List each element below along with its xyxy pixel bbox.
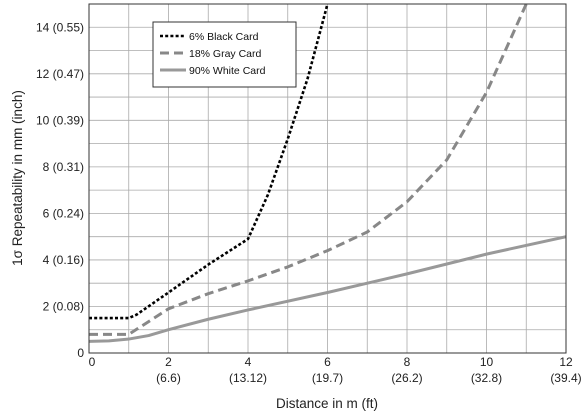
- y-tick-label: 14 (0.55): [36, 20, 84, 34]
- series-line-3: [89, 235, 566, 343]
- x-tick-sublabel: (13.12): [229, 371, 267, 385]
- x-tick-label: 2: [165, 355, 172, 369]
- x-tick-label: 8: [404, 355, 411, 369]
- x-tick-label: 10: [480, 355, 494, 369]
- y-axis-label: 1σ Repeatability in mm (inch): [10, 90, 25, 266]
- legend: 6% Black Card 18% Gray Card 90% White Card: [152, 21, 297, 88]
- x-tick-sublabel: (19.7): [312, 371, 343, 385]
- x-tick-label: 6: [324, 355, 331, 369]
- x-axis-label: Distance in m (ft): [276, 396, 378, 411]
- y-tick-label: 0: [77, 346, 84, 360]
- series-line-1: [89, 4, 329, 320]
- x-tick-label: 0: [89, 355, 96, 369]
- y-tick-label: 6 (0.24): [43, 206, 84, 220]
- series-line-2: [89, 4, 528, 336]
- series-layer: [89, 4, 566, 343]
- y-tick-label: 12 (0.47): [36, 67, 84, 81]
- y-tick-label: 4 (0.16): [43, 253, 84, 267]
- x-tick-sublabel: (39.4): [550, 371, 581, 385]
- legend-label-1: 6% Black Card: [189, 31, 259, 43]
- x-tick-label: 12: [559, 355, 573, 369]
- x-tick-sublabel: (26.2): [391, 371, 422, 385]
- x-tick-sublabel: (6.6): [156, 371, 181, 385]
- legend-label-3: 90% White Card: [189, 65, 266, 77]
- legend-label-2: 18% Gray Card: [189, 48, 262, 60]
- y-tick-label: 8 (0.31): [43, 160, 84, 174]
- y-tick-label: 2 (0.08): [43, 299, 84, 313]
- y-tick-label: 10 (0.39): [36, 113, 84, 127]
- x-tick-label: 4: [245, 355, 252, 369]
- plot-frame: [88, 3, 567, 354]
- x-tick-sublabel: (32.8): [471, 371, 502, 385]
- tick-labels: 0 2 (0.08) 4 (0.16) 6 (0.24) 8 (0.31) 10 (0.3…: [36, 20, 582, 385]
